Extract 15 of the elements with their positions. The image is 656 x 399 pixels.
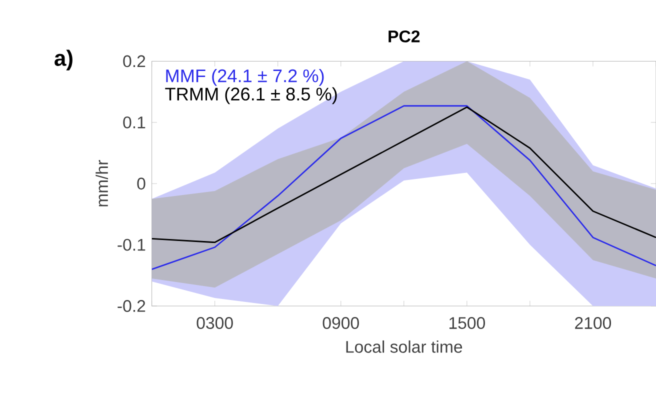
y-tick-label: -0.1 bbox=[118, 238, 146, 251]
x-tick-label: 0900 bbox=[322, 316, 359, 329]
chart-title: PC2 bbox=[388, 30, 420, 42]
text: MMF (24.1 ± 7.2 %) bbox=[166, 68, 324, 86]
x-axis-title: Local solar time bbox=[346, 340, 462, 353]
y-tick-label: 0.1 bbox=[123, 116, 146, 128]
y-axis-title: mm/hr bbox=[96, 160, 108, 206]
text: TRMM (26.1 ± 8.5 %) bbox=[165, 87, 337, 104]
text: a) bbox=[54, 50, 72, 70]
y-tick-label: 0 bbox=[137, 178, 146, 190]
x-tick-label: 1500 bbox=[449, 316, 485, 329]
x-tick-label: 0300 bbox=[196, 316, 233, 329]
x-tick-label: 2100 bbox=[575, 316, 612, 329]
y-tick-label: -0.2 bbox=[118, 300, 146, 312]
y-tick-label: 0.2 bbox=[123, 55, 146, 68]
